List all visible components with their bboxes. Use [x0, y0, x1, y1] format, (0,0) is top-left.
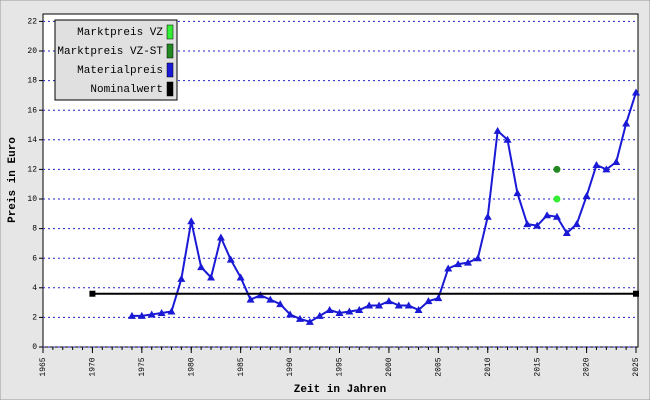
data-point — [394, 301, 403, 309]
y-tick-label: 4 — [32, 284, 37, 293]
data-point — [375, 301, 384, 309]
data-point — [633, 290, 639, 297]
data-point — [177, 274, 186, 282]
x-tick-label: 1990 — [286, 357, 295, 376]
data-point — [562, 229, 571, 237]
y-tick-label: 6 — [32, 254, 37, 263]
data-point — [543, 211, 552, 219]
data-point — [483, 212, 492, 220]
y-tick-label: 8 — [32, 225, 37, 234]
data-point — [295, 314, 304, 322]
data-point — [226, 255, 235, 263]
x-tick-label: 1975 — [138, 357, 147, 376]
data-point — [444, 264, 453, 272]
data-point — [553, 195, 561, 203]
data-point — [89, 290, 96, 297]
data-point — [523, 220, 532, 228]
data-point — [493, 126, 502, 134]
x-tick-label: 2025 — [632, 357, 641, 376]
data-point — [187, 217, 196, 225]
x-tick-label: 2000 — [385, 357, 394, 376]
data-point — [612, 158, 621, 165]
data-point — [236, 273, 245, 281]
x-tick-label: 2005 — [434, 357, 443, 376]
data-point — [216, 233, 225, 241]
y-tick-label: 14 — [27, 136, 37, 145]
data-point — [632, 88, 640, 96]
data-point — [434, 294, 443, 302]
data-point — [345, 307, 354, 315]
data-point — [276, 300, 285, 308]
data-point — [167, 307, 176, 315]
data-point — [137, 311, 146, 319]
data-point — [454, 260, 463, 268]
x-tick-label: 1985 — [237, 357, 246, 376]
x-tick-label: 1995 — [336, 357, 345, 376]
y-tick-label: 10 — [27, 195, 37, 204]
data-point — [424, 297, 433, 305]
data-point — [246, 295, 255, 303]
legend-label: Marktpreis VZ — [77, 27, 163, 39]
x-tick-label: 1970 — [89, 357, 98, 376]
data-point — [197, 263, 206, 271]
data-point — [552, 212, 561, 220]
legend-swatch — [166, 81, 174, 97]
data-point — [207, 273, 216, 281]
x-tick-label: 1965 — [39, 357, 48, 376]
legend-swatch — [166, 62, 174, 78]
data-point — [414, 306, 423, 313]
legend-swatch — [166, 24, 174, 40]
legend-swatch — [166, 43, 174, 59]
x-tick-label: 2015 — [533, 357, 542, 376]
data-point — [582, 192, 591, 200]
legend-box — [54, 19, 178, 101]
data-point — [335, 308, 344, 316]
y-tick-label: 18 — [27, 77, 37, 86]
data-point — [553, 165, 561, 173]
data-point — [404, 301, 413, 309]
y-tick-label: 12 — [27, 166, 37, 175]
data-point — [602, 165, 611, 173]
data-point — [147, 310, 156, 318]
legend-label: Nominalwert — [90, 84, 163, 96]
x-axis-label: Zeit in Jahren — [294, 384, 386, 396]
y-tick-label: 16 — [27, 106, 37, 115]
data-point — [365, 301, 374, 309]
x-tick-label: 2010 — [484, 357, 493, 376]
data-point — [266, 295, 275, 303]
data-point — [384, 297, 393, 305]
data-point — [315, 311, 324, 319]
x-tick-label: 2020 — [583, 357, 592, 376]
data-point — [473, 254, 482, 262]
legend-label: Materialpreis — [77, 65, 163, 77]
y-axis-label: Preis in Euro — [7, 137, 19, 223]
x-tick-label: 1980 — [187, 357, 196, 376]
data-point — [592, 160, 601, 168]
series-line — [131, 92, 637, 323]
data-point — [355, 306, 364, 313]
legend-label: Marktpreis VZ-ST — [57, 46, 163, 58]
data-point — [305, 317, 314, 325]
data-point — [533, 221, 542, 229]
y-tick-label: 20 — [27, 47, 37, 56]
data-point — [622, 119, 631, 127]
data-point — [572, 220, 581, 228]
y-tick-label: 0 — [32, 343, 37, 352]
y-tick-label: 2 — [32, 314, 37, 323]
data-point — [513, 189, 522, 197]
y-tick-label: 22 — [27, 18, 37, 27]
data-point — [127, 311, 136, 319]
data-point — [286, 310, 295, 318]
data-point — [463, 258, 472, 266]
data-point — [325, 306, 334, 313]
data-point — [503, 135, 512, 143]
data-point — [157, 308, 166, 316]
